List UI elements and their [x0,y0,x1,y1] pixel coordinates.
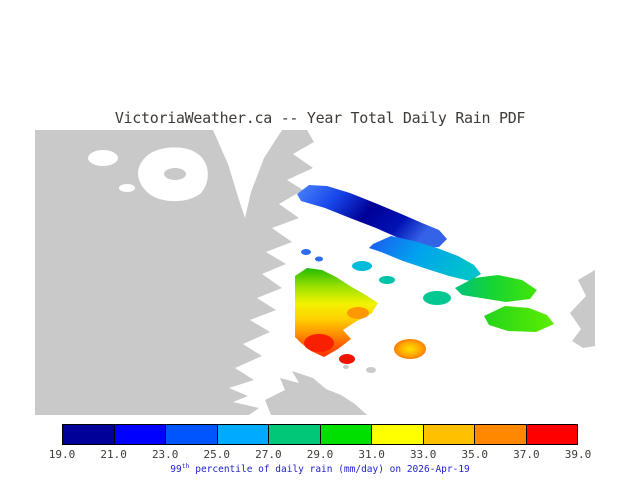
colorbar-cell [320,425,372,444]
land-vancouver-island [35,130,314,415]
caption: 99th percentile of daily rain (mm/day) o… [0,462,640,475]
page-title: VictoriaWeather.ca -- Year Total Daily R… [114,109,526,127]
colorbar-tick-label: 39.0 [564,448,592,461]
gray-islet-1 [366,367,376,373]
colorbar-cell [217,425,269,444]
caption-superscript: th [181,462,190,470]
colorbar-tick-label: 25.0 [203,448,231,461]
caption-text: percentile of daily rain (mm/day) on 202… [189,464,470,476]
island-central-red-patch [304,334,334,352]
land-peninsula [265,371,367,415]
island-mid-blue-cyan [369,236,481,281]
land-east-edge [570,270,595,348]
island-green-east-2 [484,306,554,332]
island-teal [423,291,451,305]
map [35,130,595,415]
colorbar-tick-label: 35.0 [461,448,489,461]
colorbar-tick-label: 31.0 [358,448,385,461]
colorbar-cell [526,425,577,444]
island-green-east-1 [455,275,537,302]
map-svg [35,130,595,415]
colorbar [62,424,578,445]
island-cyan-green [379,276,395,284]
colorbar-cell [63,425,115,444]
colorbar-ticks: 19.0 21.0 23.0 25.0 27.0 29.0 31.0 33.0 35.0 37.0… [49,448,592,461]
island-blue-dot-1 [301,249,311,255]
colorbar-tick-label: 27.0 [255,448,282,461]
colorbar-tick-label: 37.0 [513,448,540,461]
colorbar-cell [114,425,166,444]
colorbar-cell [372,425,424,444]
island-small-cyan [352,261,372,271]
colorbar-tick-label: 21.0 [100,448,127,461]
inlet-2 [119,184,135,192]
island-blue-dot-2 [315,256,323,262]
island-orange-oval [394,339,426,359]
colorbar-cell [475,425,527,444]
gray-islet-2 [343,365,349,369]
colorbar-tick-label: 33.0 [409,448,437,461]
island-central-orange-patch [347,307,369,319]
island-red-islet [339,354,355,364]
island-north-blue-chain [297,185,447,248]
colorbar-cell [166,425,218,444]
colorbar-tick-label: 19.0 [48,448,76,461]
lake-islet [164,168,186,180]
colorbar-cell [269,425,321,444]
colorbar-tick-label: 29.0 [306,448,334,461]
colorbar-cell [423,425,475,444]
caption-number: 99 [170,464,182,476]
inlet-1 [88,150,118,166]
colorbar-tick-label: 23.0 [151,448,179,461]
